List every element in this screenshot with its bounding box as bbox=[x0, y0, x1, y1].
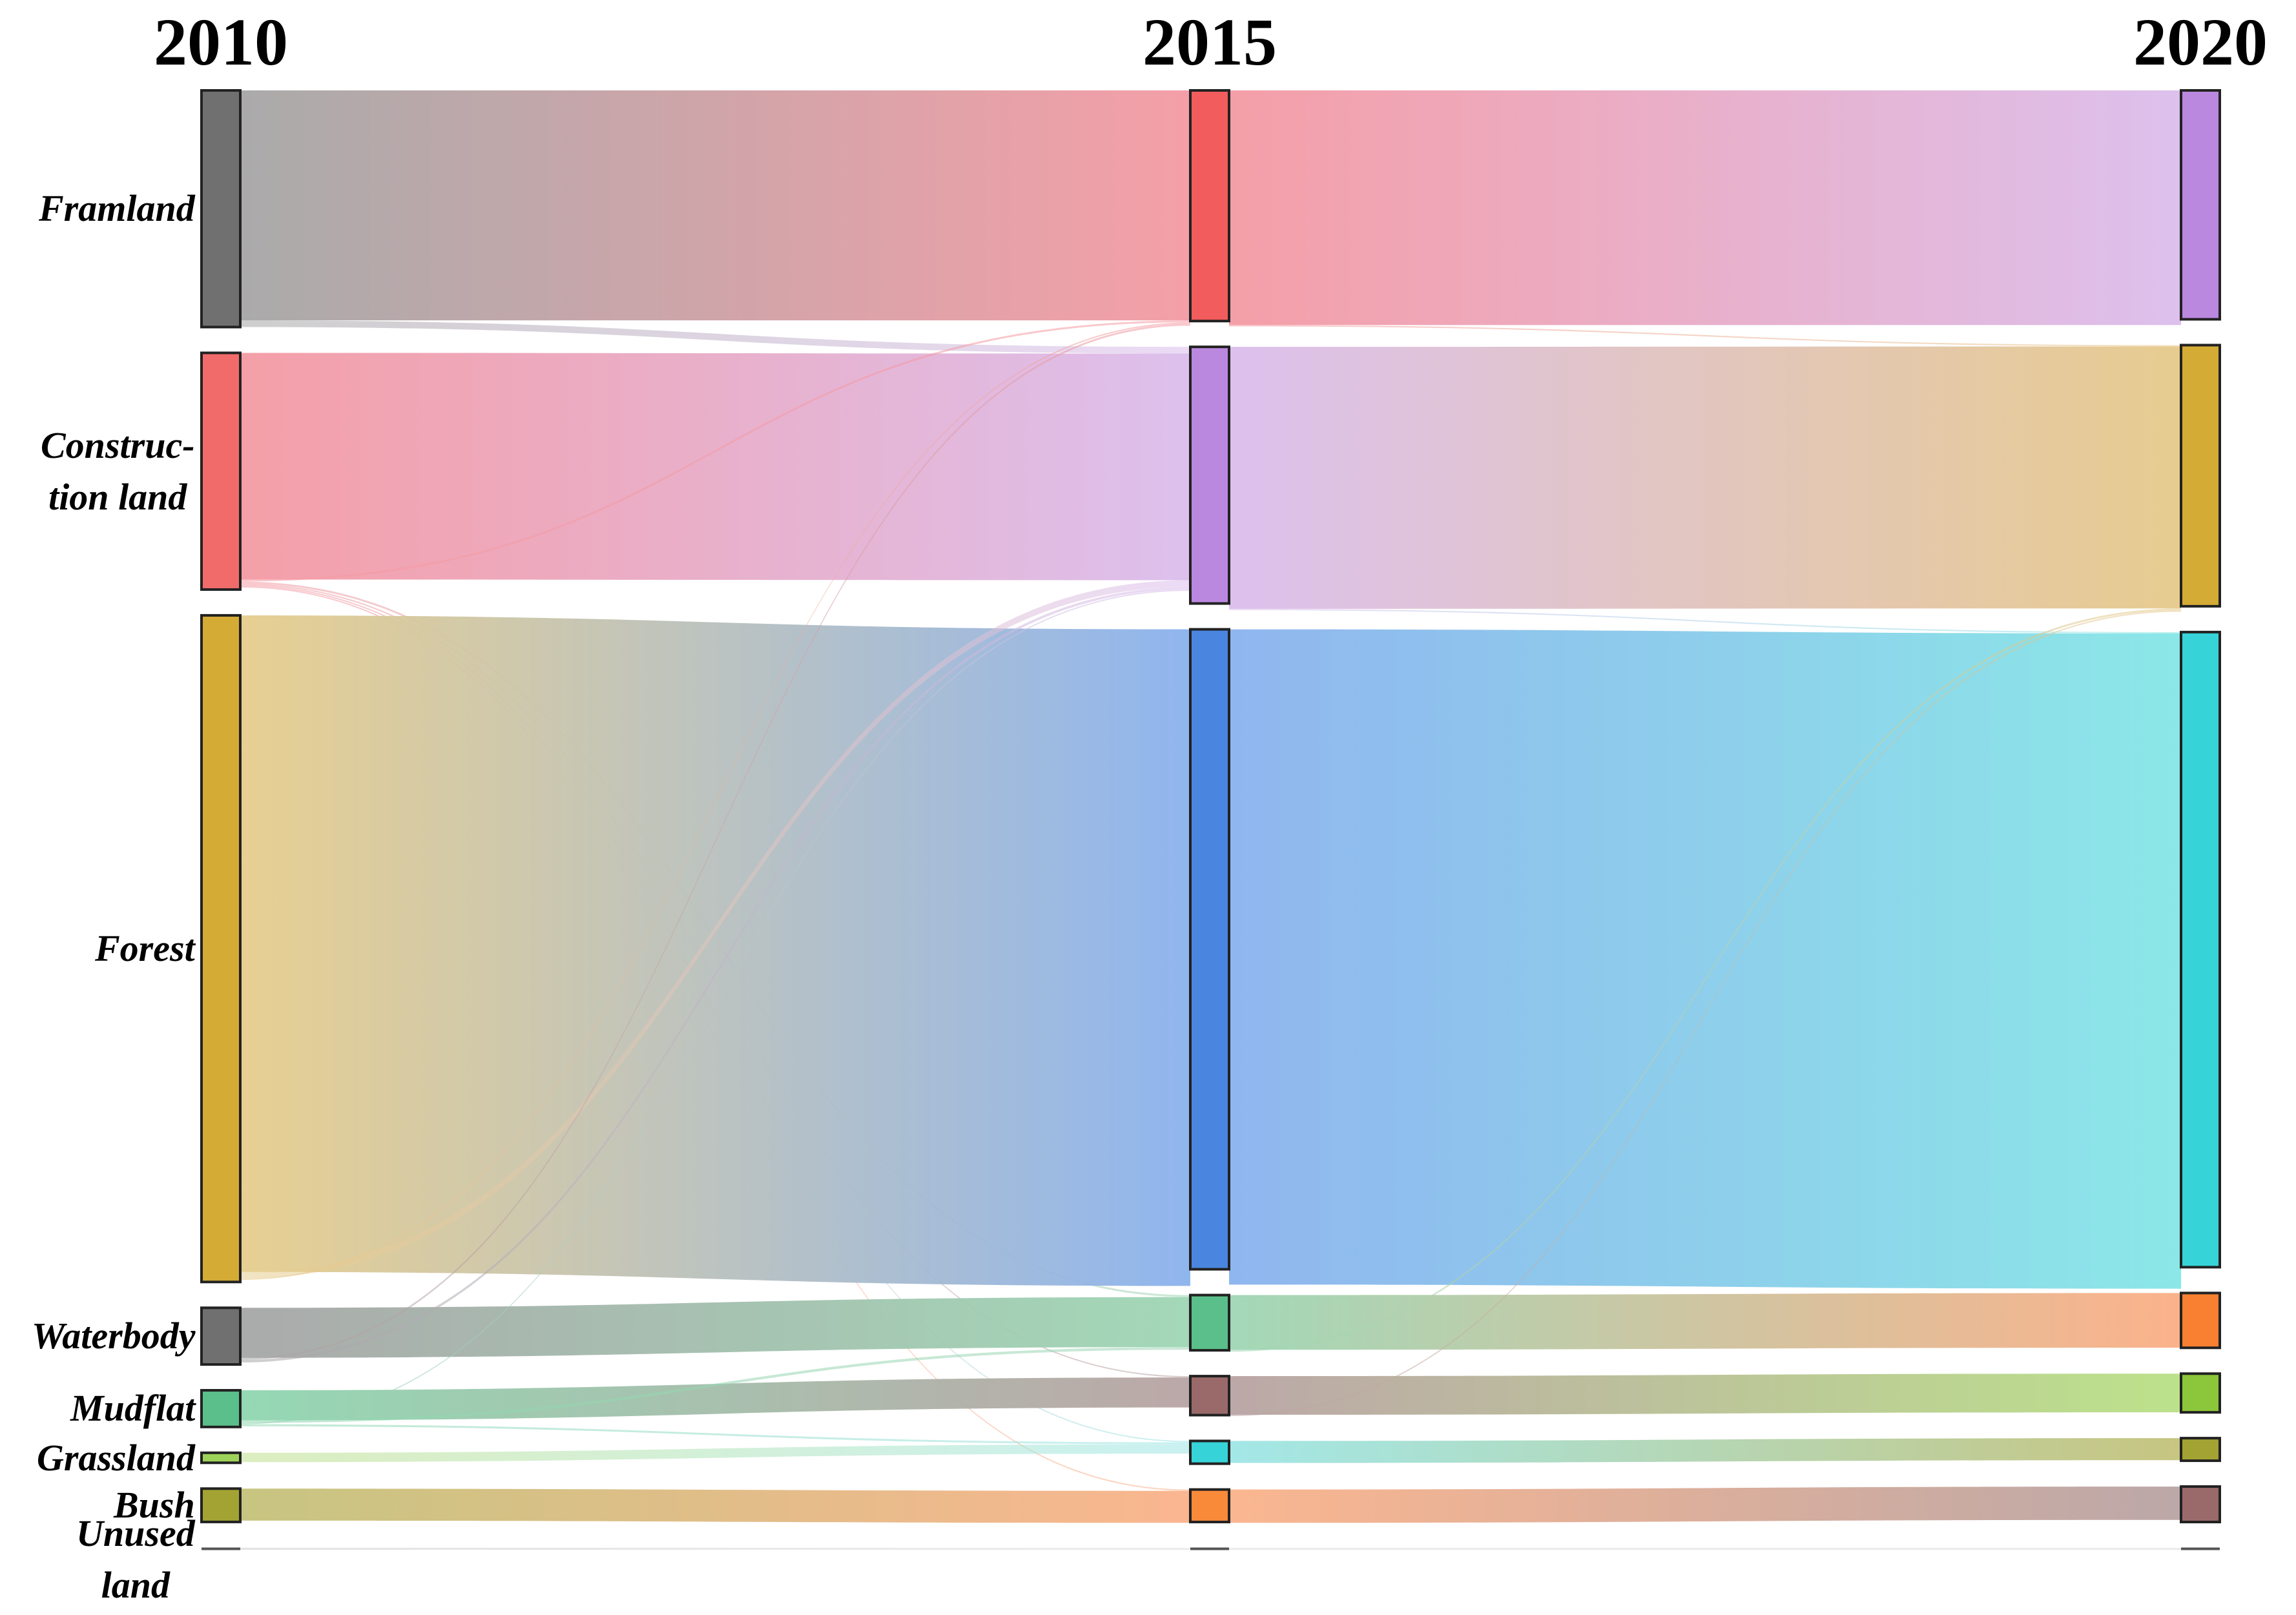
flow-2015-2020-unused-to-unused bbox=[1229, 1547, 2181, 1550]
flow-2010-2015-bush-to-bush bbox=[240, 1488, 1190, 1523]
flow-2010-2015-farmland-to-farmland bbox=[240, 90, 1190, 321]
node-2015-construction bbox=[1189, 345, 1230, 605]
flow-2010-2015-mudflat-to-construction bbox=[240, 589, 1190, 1425]
node-2010-mudflat bbox=[200, 1389, 242, 1428]
flow-2010-2015-mudflat-to-grassland bbox=[240, 1424, 1190, 1445]
flow-2015-2020-farmland-to-farmland bbox=[1229, 90, 2181, 325]
flow-2010-2015-construction-to-farmland bbox=[240, 320, 1190, 582]
flow-2010-2015-forest-to-construction bbox=[240, 580, 1190, 1279]
category-label-waterbody: Waterbody bbox=[32, 1315, 196, 1357]
flow-2010-2015-forest-to-forest bbox=[240, 615, 1190, 1286]
category-label-grassland: Grassland bbox=[37, 1436, 195, 1479]
flow-2010-2015-mudflat-to-mudflat bbox=[240, 1377, 1190, 1421]
flow-2010-2015-construction-to-construction bbox=[240, 353, 1190, 581]
node-2020-waterbody bbox=[2180, 1291, 2221, 1350]
node-2015-waterbody bbox=[1189, 1293, 1230, 1352]
flow-2015-2020-bush-to-bush bbox=[1229, 1486, 2181, 1523]
node-2020-construction bbox=[2180, 344, 2221, 608]
node-2015-forest bbox=[1189, 628, 1230, 1271]
flow-2010-2015-grassland-to-grassland bbox=[240, 1444, 1190, 1463]
flow-2015-2020-construction-to-construction bbox=[1229, 346, 2181, 609]
node-2010-bush bbox=[200, 1487, 242, 1523]
flow-2015-2020-waterbody-to-waterbody bbox=[1229, 1293, 2181, 1350]
flow-2015-2020-waterbody-to-construction bbox=[1229, 608, 2181, 1352]
node-2020-farmland bbox=[2180, 89, 2221, 321]
node-2010-construction bbox=[200, 351, 242, 591]
category-label-unused-land: Unused land bbox=[76, 1512, 195, 1606]
category-label-forest: Forest bbox=[95, 927, 195, 970]
flow-2015-2020-farmland-to-construction bbox=[1229, 325, 2181, 347]
node-2020-grassland bbox=[2180, 1437, 2221, 1463]
node-2020-mudflat bbox=[2180, 1372, 2221, 1414]
year-label-2020: 2020 bbox=[2133, 5, 2268, 79]
category-label-bush: Bush bbox=[114, 1484, 195, 1527]
flow-2010-2015-forest-to-farmland bbox=[240, 322, 1190, 1281]
node-2015-bush bbox=[1189, 1488, 1230, 1523]
flow-2015-2020-construction-to-forest bbox=[1229, 608, 2181, 633]
node-2020-forest bbox=[2180, 630, 2221, 1269]
flow-bands bbox=[240, 90, 2181, 1550]
flow-2015-2020-grassland-to-grassland bbox=[1229, 1438, 2181, 1463]
node-2015-mudflat bbox=[1189, 1375, 1230, 1417]
flow-2015-2020-forest-to-forest bbox=[1229, 629, 2181, 1289]
category-label-mudflat: Mudflat bbox=[70, 1387, 196, 1430]
node-2010-farmland bbox=[200, 89, 242, 329]
flow-2010-2015-waterbody-to-farmland bbox=[240, 324, 1190, 1360]
flow-2010-2015-unused-to-unused bbox=[240, 1547, 1190, 1550]
category-label-construction-land: Construc- tion land bbox=[41, 424, 195, 518]
flow-2015-2020-mudflat-to-construction bbox=[1229, 610, 2181, 1417]
category-label-farmland: Framland bbox=[39, 187, 195, 230]
year-label-2015: 2015 bbox=[1143, 5, 1277, 79]
year-label-2010: 2010 bbox=[154, 5, 288, 79]
node-2010-forest bbox=[200, 613, 242, 1284]
node-2010-grassland bbox=[200, 1451, 242, 1465]
flow-2015-2020-mudflat-to-mudflat bbox=[1229, 1373, 2181, 1415]
flow-2010-2015-mudflat-to-waterbody bbox=[240, 1347, 1190, 1423]
flow-2010-2015-farmland-to-construction bbox=[240, 320, 1190, 354]
node-2010-waterbody bbox=[200, 1306, 242, 1366]
node-2015-farmland bbox=[1189, 89, 1230, 323]
flow-2010-2015-waterbody-to-waterbody bbox=[240, 1297, 1190, 1358]
node-2015-grassland bbox=[1189, 1439, 1230, 1465]
node-2020-bush bbox=[2180, 1485, 2221, 1524]
node-bars bbox=[200, 89, 2221, 1550]
flow-2010-2015-waterbody-to-construction bbox=[240, 586, 1190, 1363]
